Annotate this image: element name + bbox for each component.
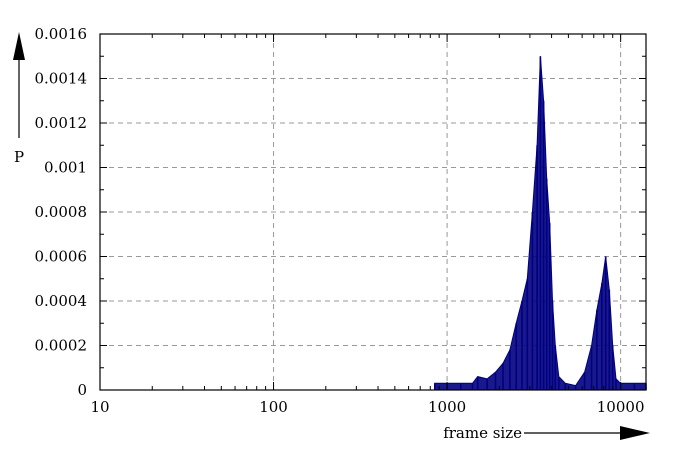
series-group: [433, 56, 647, 391]
x-tick-label: 10000: [597, 398, 645, 416]
x-tick-label: 10: [90, 398, 109, 416]
y-tick-label: 0.0008: [35, 203, 88, 221]
y-tick-label: 0.0014: [35, 70, 88, 88]
y-tick-label: 0.001: [44, 159, 87, 177]
y-tick-label: 0.0002: [35, 337, 88, 355]
x-tick-labels: 10 100 1000 10000: [90, 398, 644, 416]
y-tick-label: 0.0004: [35, 292, 88, 310]
x-axis-title: frame size: [443, 424, 522, 442]
grid-lines: [100, 34, 646, 390]
y-axis-arrow-head: [13, 32, 25, 60]
y-tick-labels: 0 0.0002 0.0004 0.0006 0.0008 0.001 0.0012 0.00…: [35, 25, 88, 399]
tick-marks: [99, 33, 646, 391]
y-axis-title: P: [14, 148, 24, 166]
y-tick-label: 0: [77, 381, 87, 399]
y-tick-label: 0.0012: [35, 114, 88, 132]
y-tick-label: 0.0006: [35, 248, 88, 266]
x-axis-arrow-head: [620, 426, 650, 440]
x-tick-label: 100: [259, 398, 288, 416]
y-tick-label: 0.0016: [35, 25, 88, 43]
x-tick-label: 1000: [428, 398, 466, 416]
